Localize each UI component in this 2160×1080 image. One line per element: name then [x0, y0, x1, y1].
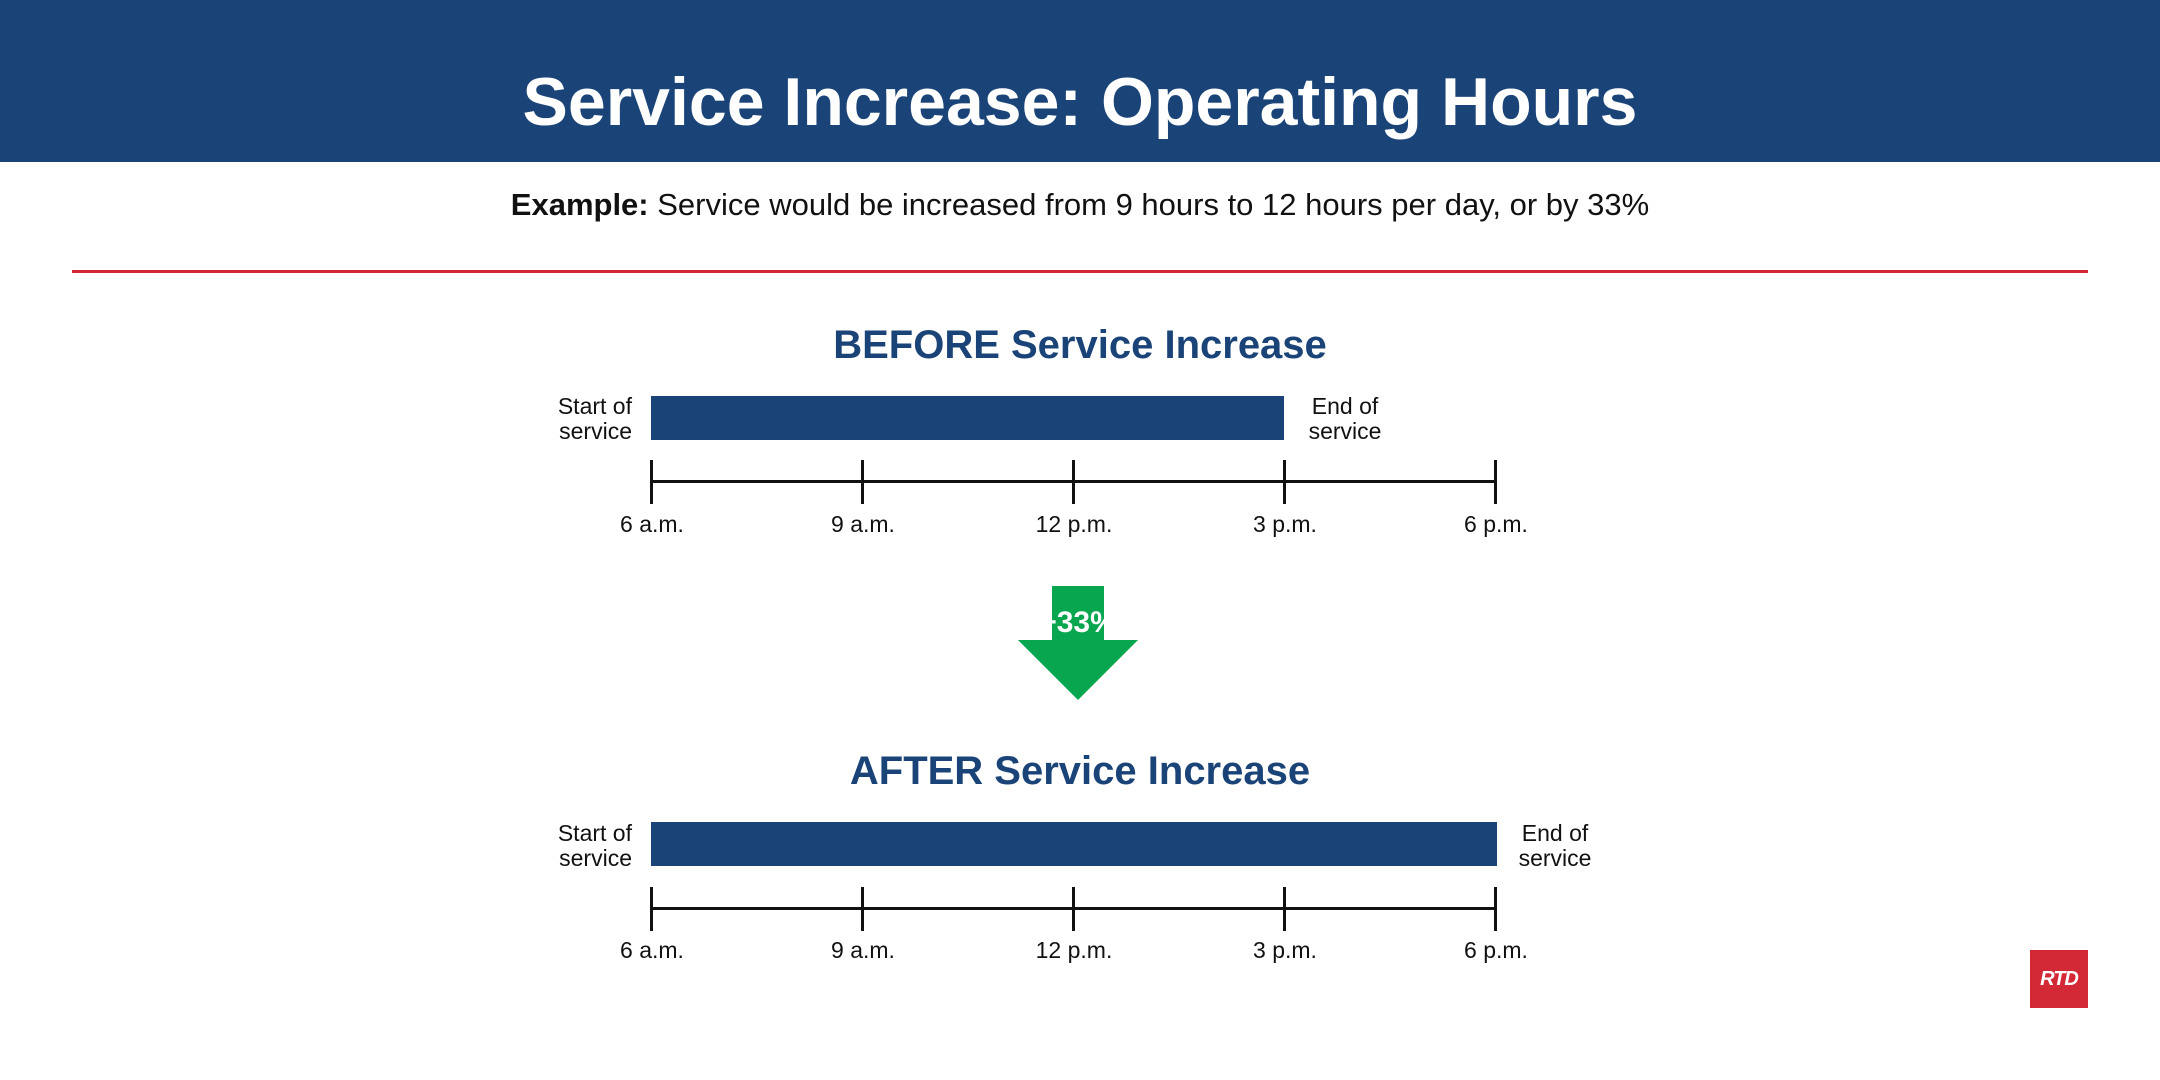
after-axis-tick [1494, 887, 1497, 931]
before-tick-label: 9 a.m. [831, 511, 895, 537]
before-tick-label: 6 p.m. [1464, 511, 1528, 537]
before-section-title: BEFORE Service Increase [833, 323, 1327, 367]
after-end-label-line-2: service [1518, 845, 1592, 871]
after-start-label-line-1: Start of [557, 820, 632, 846]
before-tick-label: 6 a.m. [620, 511, 684, 537]
before-start-label-line-2: service [559, 418, 632, 444]
before-start-label-line-1: Start of [557, 393, 632, 419]
example-line: Example: Service would be increased from… [0, 184, 2160, 226]
after-start-label: Start of service [512, 821, 632, 871]
after-axis-tick [650, 887, 653, 931]
before-service-bar [651, 396, 1284, 440]
before-axis-tick [650, 460, 653, 504]
rtd-logo-text: RTD [2040, 967, 2079, 990]
header-band [0, 0, 2160, 162]
increase-percent-label: +33% [1039, 606, 1117, 639]
before-axis-tick [861, 460, 864, 504]
after-tick-label: 6 p.m. [1464, 937, 1528, 963]
after-tick-label: 6 a.m. [620, 937, 684, 963]
before-end-label-line-1: End of [1311, 393, 1379, 419]
after-tick-label: 3 p.m. [1253, 937, 1317, 963]
down-arrow-icon [1018, 586, 1138, 700]
after-axis-tick [1072, 887, 1075, 931]
after-tick-label: 12 p.m. [1035, 937, 1113, 963]
page-title: Service Increase: Operating Hours [522, 64, 1638, 140]
after-end-label: End of service [1495, 821, 1615, 871]
after-tick-label: 9 a.m. [831, 937, 895, 963]
rtd-logo: RTD [2030, 950, 2088, 1008]
example-text: Service would be increased from 9 hours … [648, 187, 1650, 222]
before-axis-tick [1072, 460, 1075, 504]
divider-rule [72, 270, 2088, 273]
after-service-bar [651, 822, 1497, 866]
after-start-label-line-2: service [559, 845, 632, 871]
before-tick-label: 3 p.m. [1253, 511, 1317, 537]
after-axis-tick [861, 887, 864, 931]
before-end-label: End of service [1285, 394, 1405, 444]
after-end-label-line-1: End of [1521, 820, 1589, 846]
before-start-label: Start of service [512, 394, 632, 444]
after-axis-tick [1283, 887, 1286, 931]
after-section-title: AFTER Service Increase [849, 749, 1311, 793]
before-axis-tick [1283, 460, 1286, 504]
before-axis-tick [1494, 460, 1497, 504]
before-end-label-line-2: service [1308, 418, 1382, 444]
before-tick-label: 12 p.m. [1035, 511, 1113, 537]
example-lead: Example: [510, 187, 649, 222]
